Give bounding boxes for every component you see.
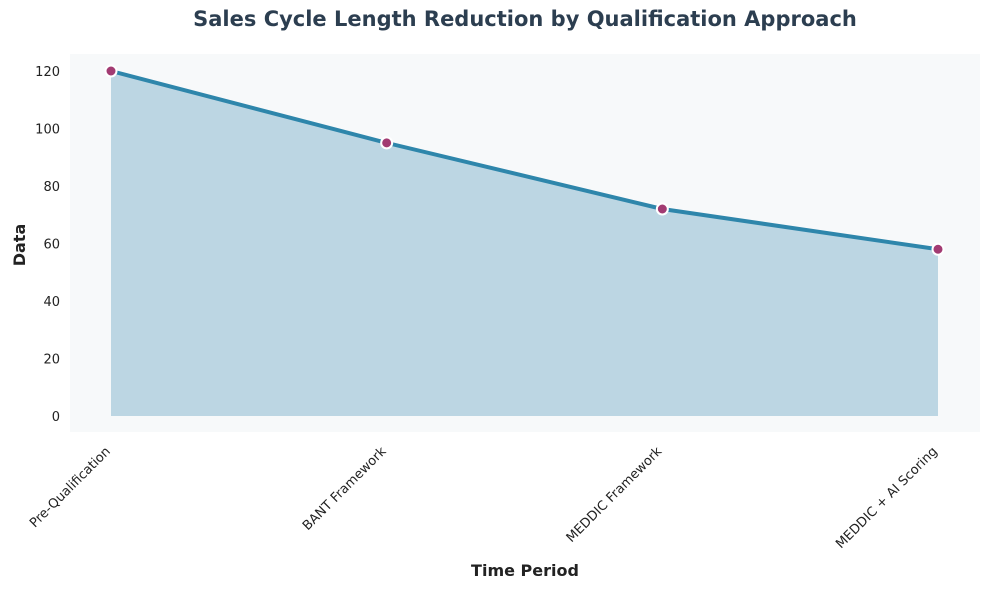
y-tick-label: 40: [43, 295, 60, 310]
x-tick-label: MEDDIC + AI Scoring: [833, 444, 941, 552]
data-point: [655, 202, 669, 216]
y-tick-label: 60: [43, 238, 60, 253]
x-axis-label: Time Period: [471, 561, 579, 580]
x-axis-ticks: Pre-Qualification BANT Framework MEDDIC Fr…: [27, 444, 941, 552]
data-point: [931, 242, 945, 256]
area-fill: [111, 71, 938, 416]
x-tick-label: MEDDIC Framework: [564, 444, 666, 546]
x-tick-label: Pre-Qualification: [27, 444, 114, 531]
x-tick-label: BANT Framework: [300, 444, 390, 534]
y-axis-label: Data: [10, 224, 29, 267]
data-point: [104, 64, 118, 78]
data-markers: [104, 64, 945, 256]
y-tick-label: 120: [35, 65, 60, 80]
y-tick-label: 80: [43, 180, 60, 195]
series-line: [109, 69, 940, 252]
y-tick-label: 20: [43, 353, 60, 368]
y-axis-ticks: 0 20 40 60 80 100 120: [35, 65, 60, 425]
y-tick-label: 100: [35, 123, 60, 138]
data-point: [380, 136, 394, 150]
y-tick-label: 0: [52, 410, 60, 425]
chart-title: Sales Cycle Length Reduction by Qualific…: [193, 7, 857, 31]
